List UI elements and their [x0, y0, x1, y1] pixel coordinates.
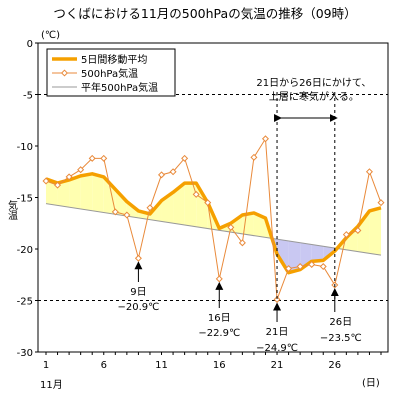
y-axis-label: 気温 [6, 199, 18, 220]
observed-point [250, 153, 258, 161]
low-point-day-label: 16日 [208, 313, 231, 324]
observed-point [285, 265, 293, 273]
x-tick-label: 16 [213, 360, 226, 371]
low-point-value-label: −20.9℃ [117, 302, 159, 313]
warm-anomaly-fill [357, 210, 370, 254]
x-tick-label: 6 [101, 360, 107, 371]
y-tick-label: -10 [17, 142, 33, 153]
period-note-line1: 21日から26日にかけて、 [256, 77, 371, 89]
observed-point [54, 181, 62, 189]
observed-point [123, 211, 131, 219]
x-month-label: 11月 [40, 379, 63, 391]
warm-anomaly-fill [57, 179, 70, 208]
cold-anomaly-fill [288, 240, 301, 273]
observed-point [342, 231, 350, 239]
warm-anomaly-fill [115, 189, 127, 217]
y-tick-label: 0 [27, 39, 33, 50]
warm-anomaly-fill [69, 175, 81, 210]
observed-point [227, 223, 235, 231]
observed-point [308, 260, 316, 268]
observed-point [377, 199, 385, 207]
observed-point [42, 177, 50, 185]
low-point-value-label: −23.5℃ [320, 333, 362, 344]
observed-point [146, 204, 154, 212]
moving-average-line [45, 172, 382, 275]
x-tick-label: 26 [328, 360, 341, 371]
observed-point [158, 171, 166, 179]
warm-anomaly-fill [369, 207, 381, 256]
warm-anomaly-fill [80, 173, 93, 211]
observed-point [88, 154, 96, 162]
observed-point [238, 239, 246, 247]
observed-point [365, 168, 373, 176]
observed-point [77, 166, 85, 174]
legend-label: 平年500hPa気温 [81, 81, 158, 94]
observed-point [273, 295, 281, 303]
warm-anomaly-fill [253, 212, 266, 238]
observed-point [134, 254, 142, 262]
observed-point [100, 154, 108, 162]
period-note-line2: 上層に寒気が入る。 [269, 90, 359, 103]
x-tick-label: 1 [43, 360, 49, 371]
x-tick-label: 21 [271, 360, 284, 371]
observed-point [65, 173, 73, 181]
warm-anomaly-fill [346, 226, 358, 252]
observed-point [354, 226, 362, 234]
observed-point [111, 208, 119, 216]
observed-point [296, 263, 304, 271]
low-point-value-label: −24.9℃ [256, 343, 298, 354]
warm-anomaly-fill [173, 183, 185, 225]
observed-point [261, 135, 269, 143]
cold-anomaly-fill [277, 239, 289, 273]
normal-temperature-line [45, 203, 382, 256]
observed-point [215, 275, 223, 283]
low-point-value-label: −22.9℃ [198, 328, 240, 339]
legend-swatch-observed-marker [60, 69, 69, 77]
y-tick-label: -30 [17, 348, 33, 359]
y-tick-label: -15 [17, 194, 33, 205]
warm-anomaly-fill [92, 173, 104, 213]
observed-point [204, 199, 212, 207]
warm-anomaly-fill [230, 215, 243, 234]
x-unit-label: (日) [362, 378, 380, 389]
observed-point [319, 263, 327, 271]
low-point-day-label: 26日 [329, 317, 352, 328]
observed-point [192, 190, 200, 198]
observed-point [169, 168, 177, 176]
x-tick-label: 11 [155, 360, 168, 371]
low-point-day-label: 21日 [266, 327, 289, 338]
low-point-day-label: 9日 [130, 287, 146, 298]
cold-anomaly-fill [311, 244, 324, 262]
legend-label: 500hPa気温 [81, 67, 138, 80]
y-tick-label: -25 [17, 297, 33, 308]
y-tick-label: -5 [23, 91, 33, 102]
chart-title: つくばにおける11月の500hPaの気温の推移（09時） [53, 6, 356, 21]
legend-label: 5日間移動平均 [81, 53, 147, 66]
observed-point [181, 154, 189, 162]
y-unit-label: (℃) [41, 30, 60, 41]
y-tick-label: -20 [17, 245, 33, 256]
